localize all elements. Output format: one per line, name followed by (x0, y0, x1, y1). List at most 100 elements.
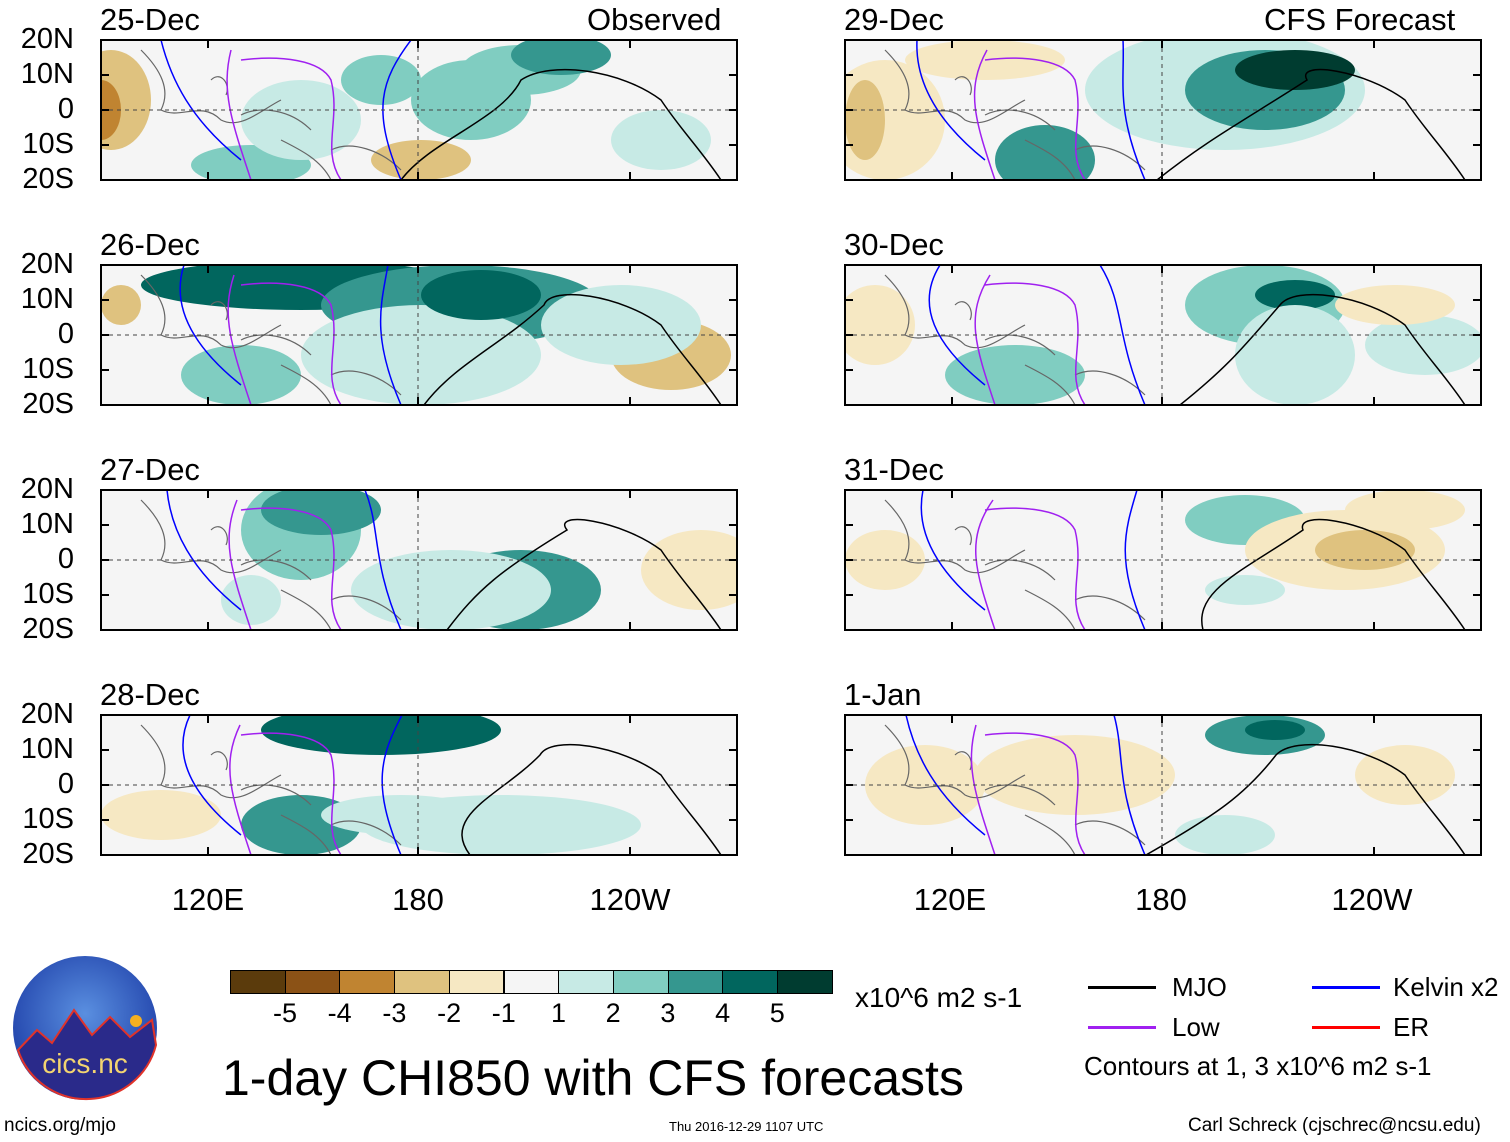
panel-date-label: 30-Dec (844, 227, 944, 262)
colorbar-swatch (558, 970, 614, 994)
mjo-contour (446, 518, 722, 630)
panel-date-label: 27-Dec (100, 452, 200, 487)
mjo-contour (1179, 293, 1466, 405)
colorbar-swatch (394, 970, 450, 994)
lat-tick-label: 20N (20, 23, 74, 55)
footer-author: Carl Schreck (cjschrec@ncsu.edu) (1188, 1115, 1481, 1136)
coastline (884, 274, 1146, 405)
lat-tick-label: 10S (22, 578, 74, 610)
colorbar-swatch (339, 970, 396, 994)
figure-title: 1-day CHI850 with CFS forecasts (222, 1050, 964, 1106)
lat-tick-label: 10N (20, 283, 74, 315)
mjo-contour (423, 293, 722, 405)
kelvin-contour (928, 265, 1146, 405)
mjo-contour (1145, 743, 1466, 855)
low-contour (974, 274, 1086, 405)
lon-tick-left-120e: 120E (171, 882, 245, 917)
coastline (140, 274, 402, 405)
lon-tick-right-120w: 120W (1331, 882, 1413, 917)
kelvin-contour (179, 265, 402, 405)
anomaly-shading (1315, 530, 1415, 570)
cics-logo: cics.nc (13, 956, 158, 1101)
mjo-contour (400, 68, 722, 180)
anomaly-shading (1335, 285, 1455, 325)
legend-line-low (1088, 1026, 1156, 1029)
anomaly-shading (945, 345, 1085, 405)
colorbar-swatch (284, 970, 341, 994)
map-panel (100, 714, 738, 856)
anomaly-shading (351, 550, 551, 630)
colorbar-swatch (230, 970, 286, 994)
colorbar-label: -3 (382, 998, 407, 1028)
panel-date-label: 28-Dec (100, 677, 200, 712)
anomaly-shading (421, 270, 541, 320)
kelvin-contour (160, 40, 412, 180)
anomaly-shading (541, 285, 701, 365)
anomaly-shading (845, 80, 885, 160)
lon-tick-right-120e: 120E (913, 882, 987, 917)
legend-line-mjo (1088, 986, 1156, 989)
colorbar-units: x10^6 m2 s-1 (855, 982, 1023, 1013)
anomaly-shading (101, 285, 141, 325)
low-contour (227, 274, 342, 405)
legend-line-er (1312, 1026, 1380, 1029)
kelvin-contour (916, 40, 1146, 180)
anomaly-shading (1245, 720, 1305, 740)
coastline (140, 49, 402, 180)
colorbar-label: 1 (550, 998, 567, 1028)
anomaly-shading (1235, 305, 1355, 405)
lat-tick-label: 0 (57, 768, 74, 800)
anomaly-shading (995, 125, 1095, 180)
contours-note: Contours at 1, 3 x10^6 m2 s-1 (1084, 1051, 1432, 1081)
lat-tick-label: 10N (20, 733, 74, 765)
mjo-contour (1201, 518, 1466, 630)
legend-line-kelvin (1312, 986, 1380, 989)
observed-title: Observed (587, 2, 722, 37)
colorbar-label: 3 (660, 998, 676, 1028)
colorbar-swatch (503, 970, 560, 994)
anomaly-shading (241, 80, 361, 160)
lat-tick-label: 10S (22, 353, 74, 385)
lat-tick-label: 10S (22, 803, 74, 835)
kelvin-contour (920, 490, 1146, 630)
lat-tick-label: 0 (57, 543, 74, 575)
mjo-contour (461, 743, 722, 855)
low-contour (975, 499, 1086, 630)
colorbar-label: 2 (605, 998, 621, 1028)
kelvin-contour (166, 490, 402, 630)
anomaly-shading (975, 735, 1175, 815)
lat-tick-label: 20N (20, 248, 74, 280)
legend-label-er: ER (1393, 1012, 1430, 1042)
footer-timestamp: Thu 2016-12-29 1107 UTC (669, 1119, 824, 1134)
low-contour (229, 724, 342, 855)
lat-tick-label: 10N (20, 508, 74, 540)
colorbar-swatch (448, 970, 505, 994)
anomaly-shading (1235, 50, 1355, 90)
logo-text: cics.nc (42, 1048, 128, 1079)
lat-tick-label: 20N (20, 698, 74, 730)
map-panel (100, 39, 738, 181)
low-contour (973, 49, 1086, 180)
anomaly-shading (341, 55, 421, 105)
anomaly-shading (221, 575, 281, 625)
coastline (884, 49, 1146, 180)
anomaly-shading (1255, 280, 1335, 310)
anomaly-shading (1365, 315, 1481, 375)
anomaly-shading (261, 490, 381, 535)
colorbar-label: -1 (491, 998, 516, 1028)
colorbar-swatch (722, 970, 778, 994)
colorbar-label: -5 (272, 998, 298, 1028)
map-panel (844, 714, 1482, 856)
anomaly-shading (301, 305, 541, 405)
map-panel (844, 39, 1482, 181)
coastline (884, 499, 1146, 630)
panel-date-label: 1-Jan (844, 677, 922, 712)
anomaly-shading (1345, 490, 1465, 530)
lat-tick-label: 20S (22, 163, 74, 195)
lon-tick-right-180: 180 (1135, 882, 1187, 917)
lat-tick-label: 10N (20, 58, 74, 90)
legend-label-low: Low (1172, 1012, 1220, 1042)
mjo-contour (1156, 68, 1466, 180)
colorbar-label: -4 (327, 998, 352, 1028)
